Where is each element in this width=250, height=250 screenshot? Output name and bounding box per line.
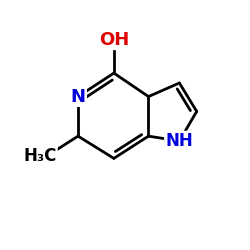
Text: NH: NH bbox=[166, 132, 193, 150]
Text: H₃C: H₃C bbox=[23, 147, 56, 165]
Text: OH: OH bbox=[99, 31, 129, 49]
Text: N: N bbox=[70, 88, 86, 106]
